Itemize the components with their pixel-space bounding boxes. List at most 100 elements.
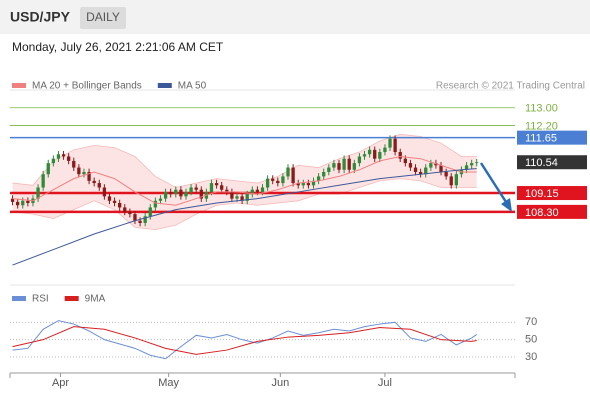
candle-body xyxy=(337,163,341,170)
x-tick-label: Jun xyxy=(271,377,289,389)
y-tick-label: 70 xyxy=(525,316,537,328)
legend-swatch xyxy=(12,83,26,88)
candle-body xyxy=(92,180,96,184)
candle-body xyxy=(281,176,285,184)
candle-body xyxy=(449,176,453,186)
ma20-line xyxy=(12,155,477,206)
rsi-line xyxy=(12,320,478,360)
candle-body xyxy=(444,171,448,177)
candle-body xyxy=(311,180,316,186)
candle-body xyxy=(26,200,30,204)
candle-body xyxy=(123,207,127,212)
legend-swatch xyxy=(64,296,79,301)
candle-body xyxy=(316,176,321,181)
candle-body xyxy=(250,189,254,195)
candle-body xyxy=(10,198,15,202)
candle-body xyxy=(403,158,407,164)
candle-body xyxy=(383,147,387,153)
candle-body xyxy=(72,160,76,168)
level-label: 113.00 xyxy=(525,103,558,115)
candle-body xyxy=(51,158,56,164)
candle-body xyxy=(194,187,198,190)
x-tick-label: May xyxy=(158,377,179,389)
candle-body xyxy=(36,187,40,199)
candle-body xyxy=(255,189,260,192)
candle-body xyxy=(342,158,346,170)
level-label: 112.20 xyxy=(525,120,558,132)
candle-body xyxy=(189,187,193,192)
candle-body xyxy=(464,165,469,170)
candle-body xyxy=(133,214,137,221)
candle-body xyxy=(41,174,45,188)
candle-body xyxy=(301,183,305,186)
candle-body xyxy=(230,191,234,199)
candle-body xyxy=(352,163,356,170)
rsi-line xyxy=(12,326,477,355)
candle-body xyxy=(214,183,219,186)
candle-body xyxy=(306,183,311,186)
legend-label: 9MA xyxy=(85,294,106,305)
candle-body xyxy=(408,163,413,168)
candle-body xyxy=(286,167,290,177)
candle-body xyxy=(378,152,382,159)
candle-body xyxy=(87,171,91,181)
candle-body xyxy=(102,187,107,197)
candle-body xyxy=(245,194,249,201)
candle-body xyxy=(184,191,188,197)
y-tick-label: 50 xyxy=(525,334,537,346)
candle-body xyxy=(418,171,423,175)
candle-body xyxy=(367,149,372,155)
candle-body xyxy=(454,174,458,186)
symbol: USD/JPY xyxy=(10,9,71,25)
level-box xyxy=(517,204,587,219)
candle-body xyxy=(322,171,326,177)
level-box xyxy=(517,130,587,145)
candle-body xyxy=(357,156,362,164)
legend-swatch xyxy=(157,83,172,88)
candle-body xyxy=(138,220,142,223)
timeframe-badge[interactable] xyxy=(80,7,126,29)
candle-body xyxy=(97,183,101,188)
candle-body xyxy=(158,198,163,201)
candle-body xyxy=(174,189,178,195)
candle-body xyxy=(220,185,224,190)
forecast-arrow xyxy=(479,162,508,203)
candle-body xyxy=(276,180,280,184)
legend-label: RSI xyxy=(32,294,49,305)
candle-body xyxy=(21,200,25,206)
candle-body xyxy=(56,154,61,159)
timeframe[interactable]: DAILY xyxy=(86,10,120,24)
candle-body xyxy=(77,167,81,175)
legend-swatch xyxy=(12,296,26,301)
bollinger-upper xyxy=(12,133,477,188)
candle-body xyxy=(429,163,433,168)
candle-body xyxy=(332,163,336,168)
candle-body xyxy=(61,154,66,157)
candle-body xyxy=(240,196,244,201)
legend-label: MA 50 xyxy=(178,81,207,92)
forecast-arrowhead xyxy=(501,198,512,212)
candle-body xyxy=(46,163,50,175)
candle-body xyxy=(398,152,402,159)
candle-body xyxy=(260,187,265,192)
candle-body xyxy=(296,183,300,186)
candle-body xyxy=(424,167,428,175)
ma50-line xyxy=(12,168,477,266)
plot: MA 20 + Bollinger Bands MA 50 RSI 9MA 113.00… xyxy=(10,81,587,389)
candle-body xyxy=(439,165,443,172)
candle-body xyxy=(67,156,71,161)
candle-body xyxy=(271,178,275,181)
candle-body xyxy=(393,138,397,153)
legend-label: MA 20 + Bollinger Bands xyxy=(32,81,142,92)
candle-body xyxy=(265,178,270,188)
level-box xyxy=(517,155,587,170)
level-label: 109.15 xyxy=(525,188,559,200)
y-tick-label: 30 xyxy=(525,351,537,363)
candle-body xyxy=(107,196,112,201)
candle-body xyxy=(373,149,377,159)
candle-body xyxy=(469,163,474,166)
candle-body xyxy=(112,200,117,204)
candle-body xyxy=(118,203,122,208)
x-tick-label: Apr xyxy=(52,377,69,389)
